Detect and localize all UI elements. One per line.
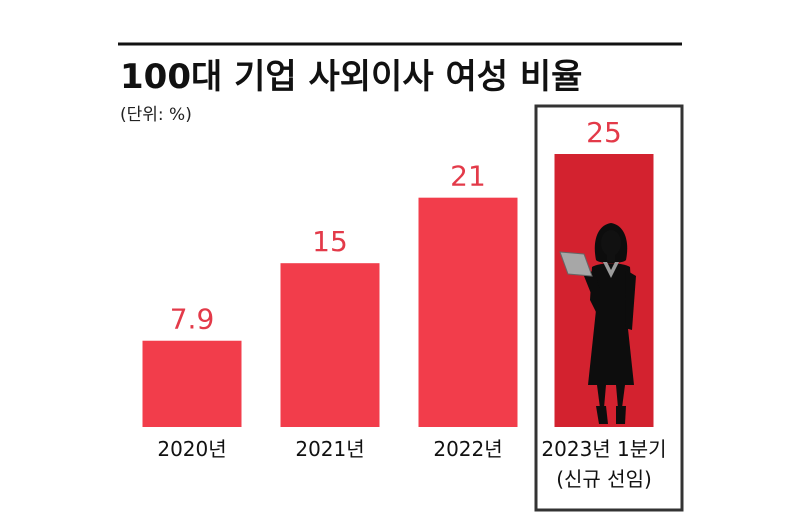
value-label-2: 21 [450, 160, 486, 193]
bar-2 [418, 197, 518, 427]
category-label-2: 2022년 [433, 437, 502, 461]
value-label-0: 7.9 [170, 303, 215, 336]
category-labels-group: 2020년 2021년 2022년 2023년 1분기 (신규 선임) [157, 437, 666, 491]
bars-group [142, 154, 654, 427]
category-label-3: 2023년 1분기 [541, 437, 666, 461]
bar-1 [280, 263, 380, 427]
category-label-0: 2020년 [157, 437, 226, 461]
category-label-3-line-1: (신규 선임) [556, 467, 652, 491]
businesswoman-silhouette-icon [559, 223, 636, 424]
category-label-1: 2021년 [295, 437, 364, 461]
bar-0 [142, 340, 242, 427]
value-label-1: 15 [312, 225, 348, 258]
value-labels-group: 7.9 15 21 25 [170, 116, 622, 336]
unit-label: (단위: %) [120, 105, 192, 125]
chart-title: 100대 기업 사외이사 여성 비율 [120, 57, 582, 97]
value-label-3: 25 [586, 116, 622, 149]
highlight-frame [534, 104, 684, 512]
